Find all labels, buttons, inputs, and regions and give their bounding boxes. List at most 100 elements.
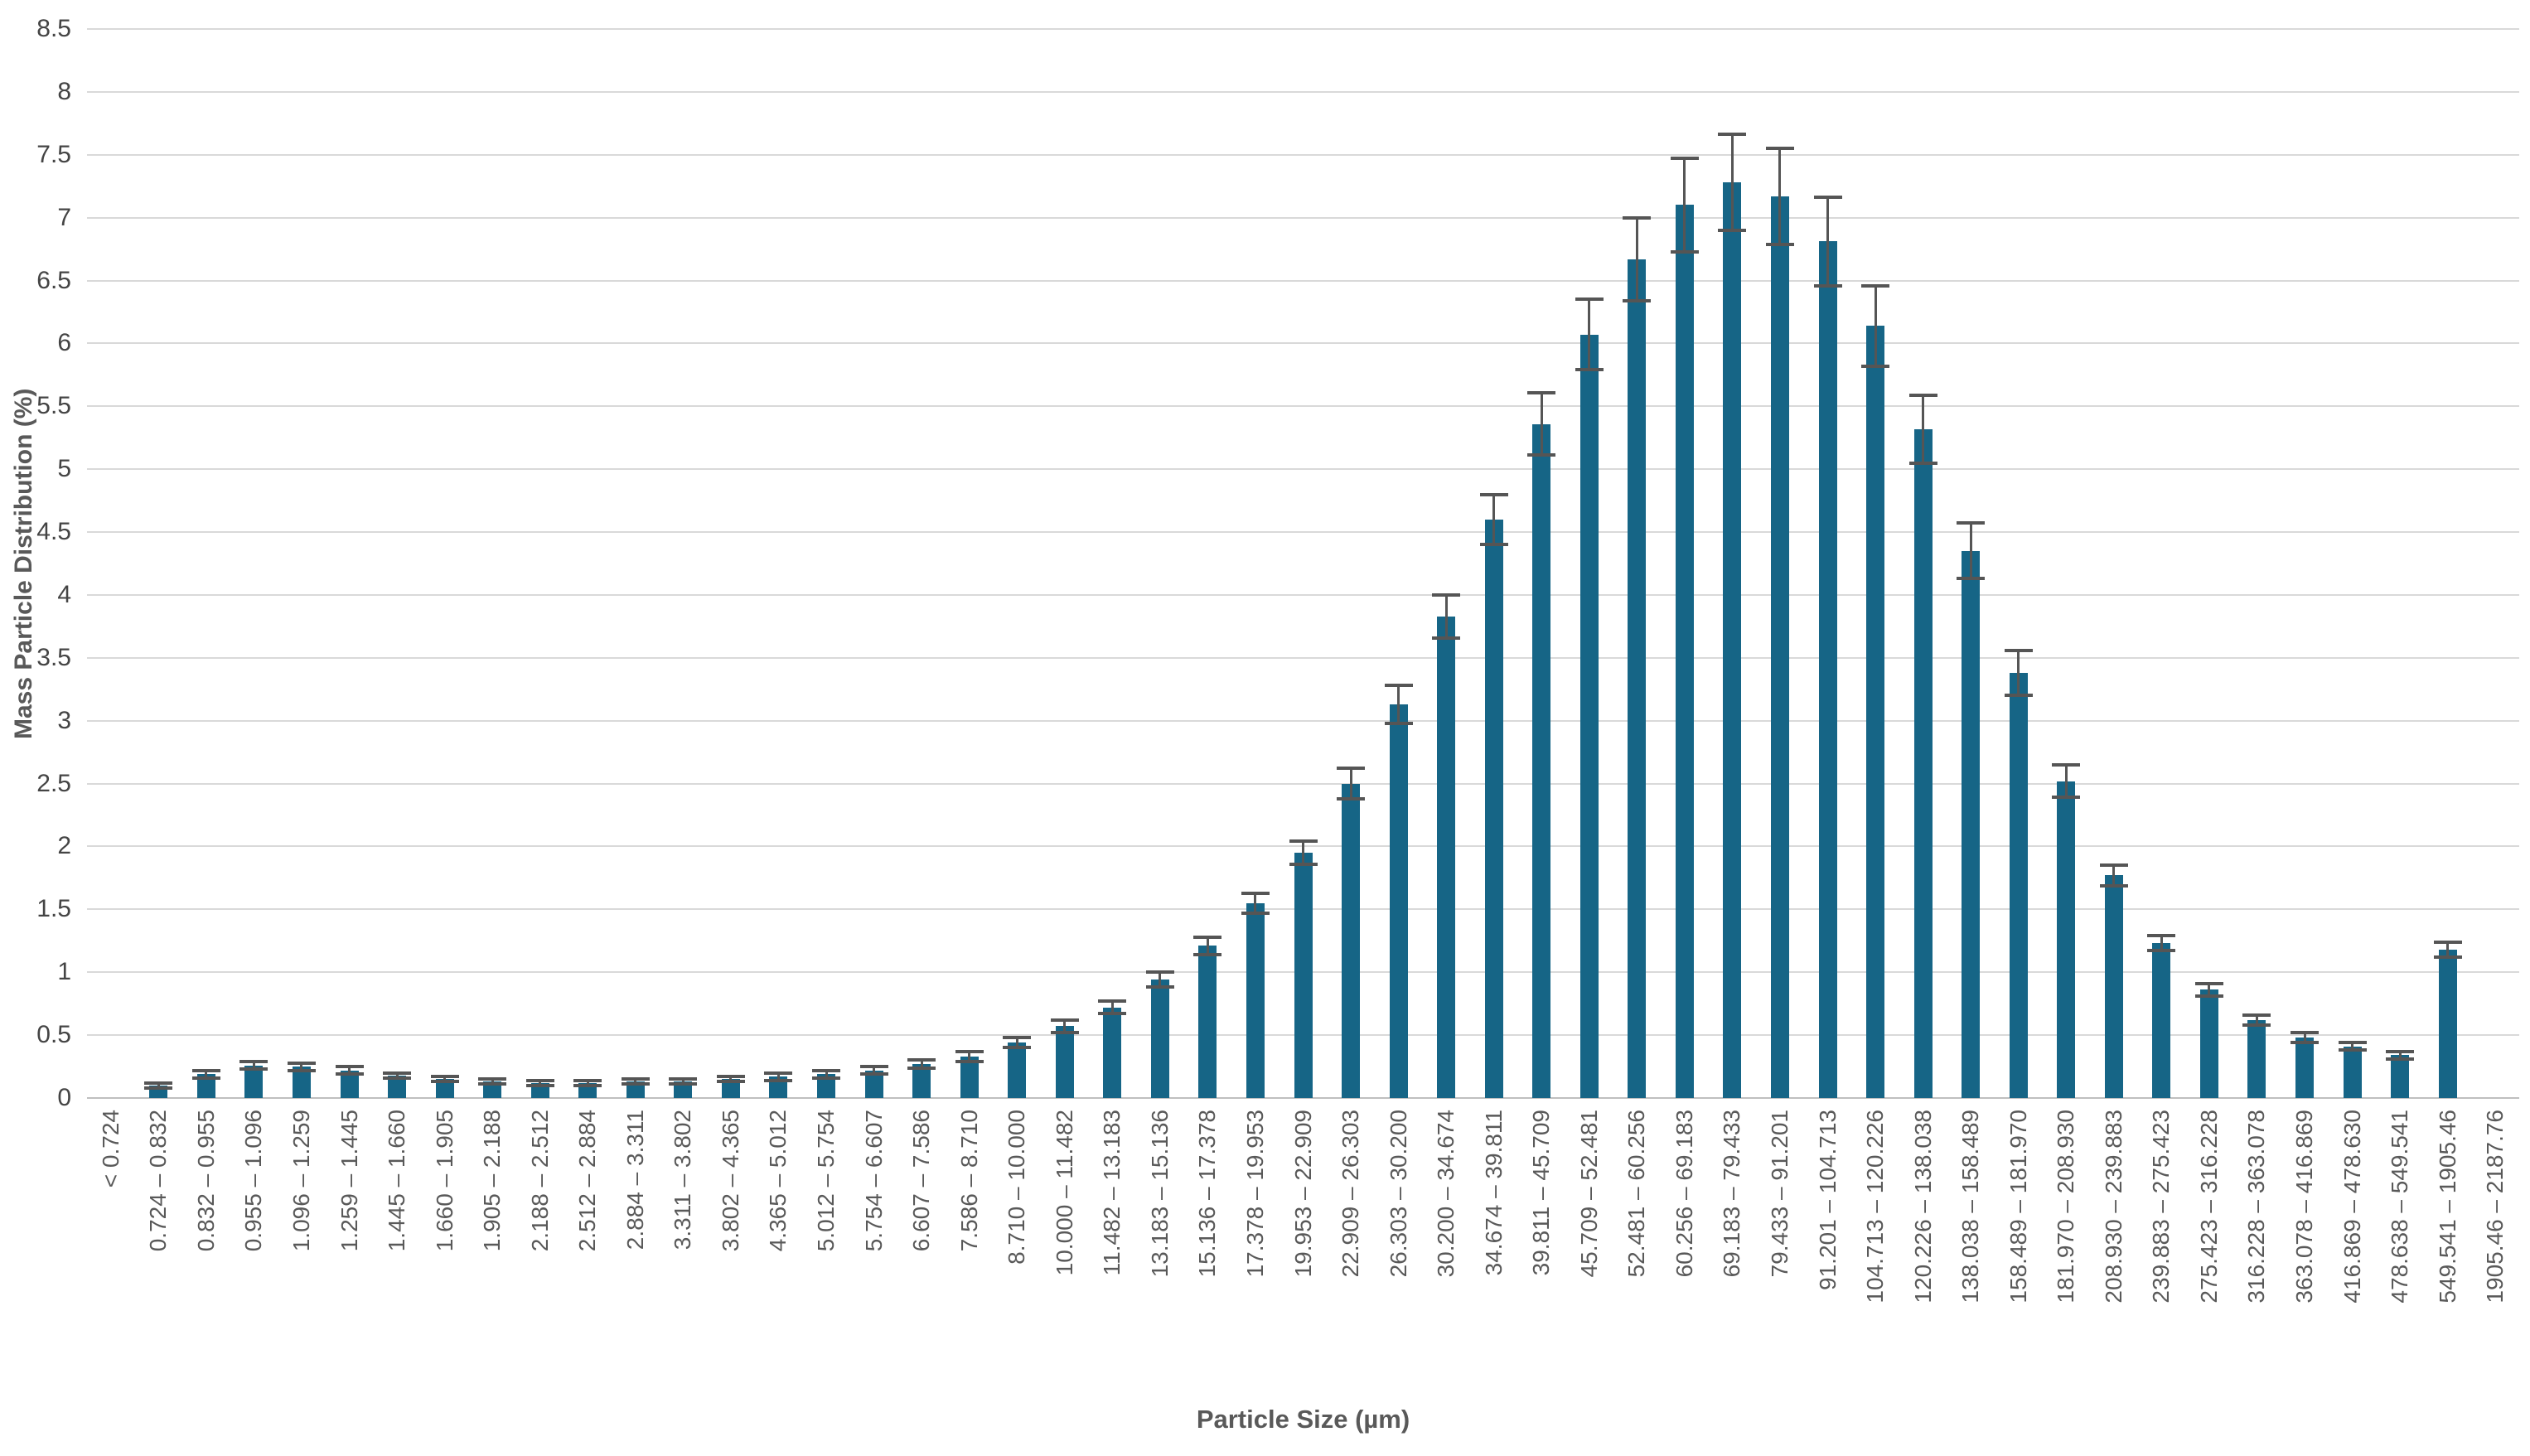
bar xyxy=(244,1065,264,1098)
x-tick-label: 39.811 – 45.709 xyxy=(1528,1110,1555,1276)
error-bar-whisker xyxy=(968,1051,971,1062)
error-bar-cap-top xyxy=(1575,297,1604,302)
x-tick-label: 91.201 – 104.713 xyxy=(1814,1110,1841,1290)
error-bar-cap-bottom xyxy=(1241,911,1270,915)
x-tick-label: 69.183 – 79.433 xyxy=(1719,1110,1745,1278)
error-bar-cap-bottom xyxy=(1432,636,1461,640)
error-bar-whisker xyxy=(776,1072,780,1081)
error-bar-whisker xyxy=(1826,197,1830,286)
error-bar-cap-bottom xyxy=(2433,955,2462,960)
error-bar-whisker xyxy=(634,1079,637,1085)
y-tick-label: 8 xyxy=(57,77,71,105)
error-bar-cap-top xyxy=(1765,147,1794,151)
error-bar-cap-top xyxy=(2338,1041,2367,1045)
error-bar-cap-top xyxy=(1623,215,1652,220)
x-tick-label: 34.674 – 39.811 xyxy=(1480,1110,1507,1276)
y-tick-label: 3 xyxy=(57,706,71,734)
error-bar-cap-bottom xyxy=(478,1082,507,1086)
y-tick-label: 4.5 xyxy=(36,518,71,546)
error-bar-whisker xyxy=(252,1061,255,1070)
error-bar-cap-top xyxy=(1337,767,1366,771)
error-bar-cap-bottom xyxy=(2242,1023,2271,1027)
error-bar-whisker xyxy=(491,1079,494,1085)
error-bar-cap-top xyxy=(2386,1049,2415,1053)
error-bar-whisker xyxy=(2446,941,2450,957)
x-tick-label: 1.096 – 1.259 xyxy=(288,1110,314,1252)
x-tick-label: < 0.724 xyxy=(97,1110,123,1188)
gridline xyxy=(87,28,2519,30)
x-axis-line xyxy=(87,1097,2519,1099)
y-tick-label: 2.5 xyxy=(36,769,71,797)
error-bar-cap-top xyxy=(2242,1013,2271,1017)
bar xyxy=(2343,1046,2362,1098)
bar xyxy=(1484,519,1503,1098)
error-bar-whisker xyxy=(2398,1051,2402,1059)
x-tick-label: 1.259 – 1.445 xyxy=(336,1110,362,1252)
error-bar-cap-top xyxy=(1098,999,1127,1004)
gridline xyxy=(87,279,2519,282)
error-bar-cap-bottom xyxy=(383,1076,412,1080)
error-bar-cap-bottom xyxy=(1050,1031,1079,1035)
x-tick-label: 208.930 – 239.883 xyxy=(2100,1110,2126,1304)
error-bar-whisker xyxy=(873,1067,876,1075)
y-tick-label: 4 xyxy=(57,580,71,608)
error-bar-cap-top xyxy=(2052,762,2081,767)
error-bar-cap-bottom xyxy=(621,1082,650,1086)
error-bar-cap-bottom xyxy=(1289,862,1318,866)
error-bar-cap-top xyxy=(144,1081,173,1085)
error-bar-cap-bottom xyxy=(2004,694,2033,698)
x-tick-label: 5.754 – 6.607 xyxy=(860,1110,887,1252)
error-bar-whisker xyxy=(1110,1001,1114,1014)
bar xyxy=(1723,182,1742,1098)
error-bar-cap-top xyxy=(191,1068,220,1072)
gridline xyxy=(87,342,2519,345)
error-bar-cap-top xyxy=(335,1065,364,1069)
error-bar-whisker xyxy=(157,1082,160,1088)
x-tick-label: 2.188 – 2.512 xyxy=(526,1110,553,1252)
error-bar-whisker xyxy=(2255,1014,2258,1025)
bar xyxy=(1866,326,1885,1098)
x-tick-label: 549.541 – 1905.46 xyxy=(2434,1110,2460,1304)
error-bar-cap-bottom xyxy=(2194,994,2223,999)
x-tick-label: 4.365 – 5.012 xyxy=(765,1110,791,1252)
error-bar-whisker xyxy=(1254,892,1257,913)
x-axis-title: Particle Size (µm) xyxy=(1196,1405,1410,1434)
error-bar-cap-top xyxy=(2433,940,2462,944)
error-bar-cap-bottom xyxy=(525,1083,554,1087)
error-bar-cap-top xyxy=(1193,935,1222,939)
bar xyxy=(817,1074,835,1098)
error-bar-cap-top xyxy=(1289,839,1318,844)
error-bar-cap-top xyxy=(2147,934,2176,938)
error-bar-cap-top xyxy=(1050,1018,1079,1022)
error-bar-cap-bottom xyxy=(1145,985,1174,989)
error-bar-cap-bottom xyxy=(430,1080,459,1084)
error-bar-cap-top xyxy=(621,1077,650,1081)
bar xyxy=(2152,943,2171,1098)
error-bar-cap-bottom xyxy=(716,1080,745,1084)
x-tick-label: 8.710 – 10.000 xyxy=(1004,1110,1030,1265)
x-tick-label: 13.183 – 15.136 xyxy=(1146,1110,1173,1278)
error-bar-whisker xyxy=(1540,392,1543,456)
x-tick-label: 104.713 – 120.226 xyxy=(1862,1110,1889,1304)
bar xyxy=(2199,989,2218,1098)
error-bar-cap-top xyxy=(383,1071,412,1075)
error-bar-whisker xyxy=(1015,1038,1018,1048)
error-bar-cap-top xyxy=(859,1065,888,1069)
error-bar-whisker xyxy=(2112,865,2116,886)
error-bar-whisker xyxy=(1444,594,1448,638)
error-bar-cap-top xyxy=(1718,133,1747,137)
error-bar-cap-bottom xyxy=(573,1083,602,1087)
error-bar-cap-bottom xyxy=(1957,577,1986,581)
error-bar-cap-top xyxy=(573,1078,602,1082)
error-bar-cap-bottom xyxy=(2099,883,2128,888)
gridline xyxy=(87,468,2519,471)
gridline xyxy=(87,531,2519,534)
x-tick-label: 0.832 – 0.955 xyxy=(192,1110,219,1252)
error-bar-cap-bottom xyxy=(2386,1057,2415,1061)
x-tick-label: 17.378 – 19.953 xyxy=(1241,1110,1268,1278)
y-tick-label: 5.5 xyxy=(36,392,71,420)
x-tick-label: 239.883 – 275.423 xyxy=(2148,1110,2174,1304)
error-bar-cap-top xyxy=(430,1075,459,1079)
error-bar-cap-bottom xyxy=(955,1059,984,1063)
